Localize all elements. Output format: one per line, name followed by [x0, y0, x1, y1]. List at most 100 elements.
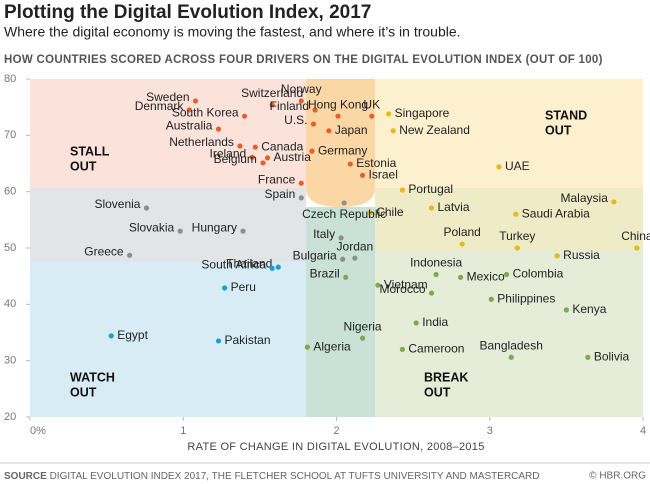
point-label: Latvia	[438, 200, 470, 214]
point	[554, 253, 560, 259]
point-label: Ireland	[210, 146, 247, 160]
point	[275, 264, 281, 270]
point	[335, 113, 341, 119]
chart-title: Plotting the Digital Evolution Index, 20…	[4, 2, 371, 23]
point	[513, 211, 519, 217]
point	[347, 161, 353, 167]
point	[341, 200, 347, 206]
x-axis-label: RATE OF CHANGE IN DIGITAL EVOLUTION, 200…	[187, 441, 484, 453]
point	[340, 256, 346, 262]
point	[264, 155, 271, 161]
point-label: Australia	[166, 118, 213, 132]
point	[459, 241, 465, 247]
point-label: Turkey	[499, 229, 535, 243]
point-label: Bolivia	[594, 349, 630, 363]
y-tick-label: 80	[4, 73, 16, 85]
point-label: Saudi Arabia	[522, 206, 590, 220]
point-label: France	[258, 172, 296, 186]
point-label: China	[621, 229, 650, 243]
point-label: Thailand	[226, 256, 272, 270]
point	[352, 255, 358, 261]
source-text: DIGITAL EVOLUTION INDEX 2017, THE FLETCH…	[50, 471, 540, 482]
quadrant-backgrounds	[30, 79, 643, 417]
point-label: Greece	[84, 244, 124, 258]
point	[252, 144, 258, 150]
point-label: Malaysia	[561, 191, 609, 205]
point-label: Philippines	[497, 291, 555, 305]
point-label: Algeria	[313, 339, 351, 353]
point	[496, 164, 502, 170]
credit: © HBR.ORG	[589, 471, 646, 482]
point	[298, 180, 304, 186]
point	[514, 245, 520, 251]
point	[386, 111, 392, 117]
point-label: Denmark	[135, 99, 185, 113]
point-label: Israel	[369, 168, 398, 182]
point-label: Italy	[313, 227, 335, 241]
quadrant-label: BREAK	[424, 370, 468, 384]
point	[504, 271, 510, 278]
point	[433, 271, 439, 278]
y-tick-label: 70	[4, 129, 16, 141]
point	[237, 143, 243, 149]
point-label: Finland	[270, 99, 309, 113]
break-out-region	[375, 250, 643, 417]
point	[186, 107, 192, 113]
x-tick-label: 3	[487, 425, 493, 437]
point	[260, 160, 266, 166]
chart-subtitle: Where the digital economy is moving the …	[4, 24, 461, 40]
point-label: Japan	[335, 123, 368, 137]
point	[127, 252, 133, 258]
point	[390, 128, 396, 134]
point-label: Mexico	[467, 269, 505, 283]
point-label: UAE	[505, 159, 530, 173]
point-label: Spain	[265, 187, 296, 201]
point	[611, 199, 617, 205]
point-label: Egypt	[117, 328, 148, 342]
point	[326, 128, 332, 134]
point	[312, 107, 318, 113]
point-label: New Zealand	[399, 123, 470, 137]
point-label: Estonia	[356, 156, 396, 170]
x-tick-label: 1	[180, 425, 186, 437]
point-label: Chile	[376, 205, 404, 219]
quadrant-label: OUT	[70, 159, 97, 173]
point	[359, 335, 366, 341]
point	[508, 354, 514, 360]
chart-header: HOW COUNTRIES SCORED ACROSS FOUR DRIVERS…	[4, 54, 603, 66]
point	[215, 126, 222, 132]
point-label: Austria	[274, 150, 312, 164]
point	[192, 98, 199, 104]
point	[240, 228, 246, 234]
point	[369, 113, 375, 119]
source-label: SOURCE	[4, 471, 47, 482]
point-label: Poland	[443, 225, 480, 239]
point	[177, 228, 183, 234]
point-label: Cameroon	[408, 342, 464, 356]
point-label: Netherlands	[169, 135, 234, 149]
y-tick-label: 40	[4, 298, 16, 310]
point	[488, 296, 494, 302]
point-label: Czech Republic	[302, 207, 386, 221]
y-tick-label: 30	[4, 355, 16, 367]
point	[338, 235, 344, 241]
y-tick-label: 60	[4, 186, 16, 198]
point-label: Brazil	[310, 266, 340, 280]
point	[222, 285, 228, 291]
point-label: Singapore	[395, 106, 450, 120]
point	[428, 205, 435, 211]
point-label: Norway	[281, 82, 322, 96]
quadrant-label: OUT	[424, 385, 451, 399]
quadrant-label: STAND	[545, 108, 587, 122]
point-label: Jordan	[337, 239, 374, 253]
point-label: Hong Kong	[308, 97, 368, 111]
source: SOURCE DIGITAL EVOLUTION INDEX 2017, THE…	[4, 471, 540, 482]
center-top-region	[306, 79, 375, 207]
point	[413, 320, 419, 326]
point-label: Indonesia	[410, 256, 462, 270]
point	[343, 274, 349, 280]
point	[249, 154, 255, 160]
quadrant-label: OUT	[70, 385, 97, 399]
point	[298, 98, 304, 104]
point-label: Slovakia	[129, 220, 175, 234]
